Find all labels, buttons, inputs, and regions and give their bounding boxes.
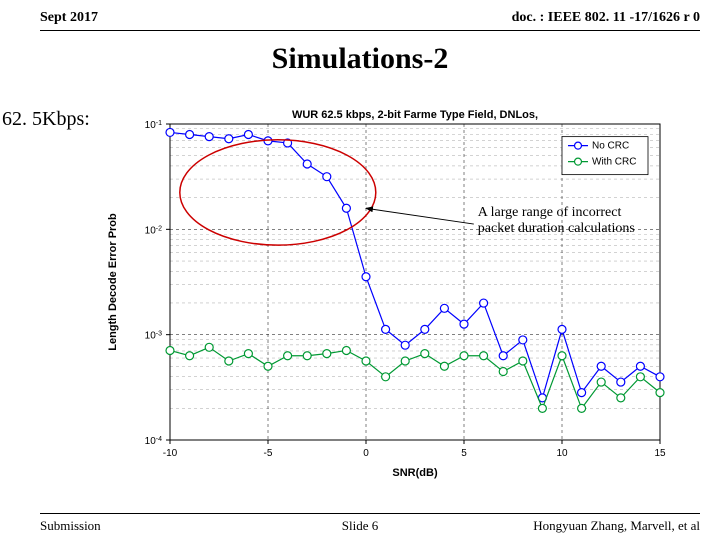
- svg-text:10: 10: [556, 448, 568, 459]
- svg-text:With CRC: With CRC: [592, 157, 636, 168]
- page-title: Simulations-2: [0, 42, 720, 76]
- rate-label: 62. 5Kbps:: [2, 108, 90, 131]
- svg-text:10-3: 10-3: [145, 330, 162, 342]
- header-left: Sept 2017: [40, 10, 98, 26]
- footer-left: Submission: [40, 518, 101, 534]
- header: Sept 2017 doc. : IEEE 802. 11 -17/1626 r…: [40, 10, 700, 26]
- svg-text:No CRC: No CRC: [592, 141, 629, 152]
- header-right: doc. : IEEE 802. 11 -17/1626 r 0: [512, 10, 700, 26]
- chart: -10 -5 0 5 10 15 10-4 10-3 10-2 10-1 WUR 62.5 kbps…: [100, 102, 680, 482]
- svg-text:10-2: 10-2: [145, 225, 162, 237]
- annotation-line-1: A large range of incorrect: [478, 205, 622, 220]
- annotation-line-2: packet duration calculations: [478, 221, 635, 236]
- header-rule: [40, 30, 700, 31]
- svg-text:-10: -10: [163, 448, 178, 459]
- svg-text:0: 0: [363, 448, 369, 459]
- footer: Submission Hongyuan Zhang, Marvell, et a…: [40, 518, 700, 534]
- svg-text:SNR(dB): SNR(dB): [392, 467, 438, 479]
- svg-text:10-4: 10-4: [145, 436, 162, 448]
- svg-text:Length Decode Error Prob: Length Decode Error Prob: [107, 213, 119, 351]
- footer-rule: [40, 513, 700, 514]
- svg-text:WUR 62.5 kbps, 2-bit Farme Typ: WUR 62.5 kbps, 2-bit Farme Type Field, D…: [292, 109, 538, 121]
- chart-svg: -10 -5 0 5 10 15 10-4 10-3 10-2 10-1 WUR 62.5 kbps…: [100, 102, 680, 482]
- footer-right: Hongyuan Zhang, Marvell, et al: [533, 518, 700, 534]
- svg-text:10-1: 10-1: [145, 120, 162, 132]
- svg-text:15: 15: [654, 448, 666, 459]
- svg-text:5: 5: [461, 448, 467, 459]
- svg-text:-5: -5: [264, 448, 273, 459]
